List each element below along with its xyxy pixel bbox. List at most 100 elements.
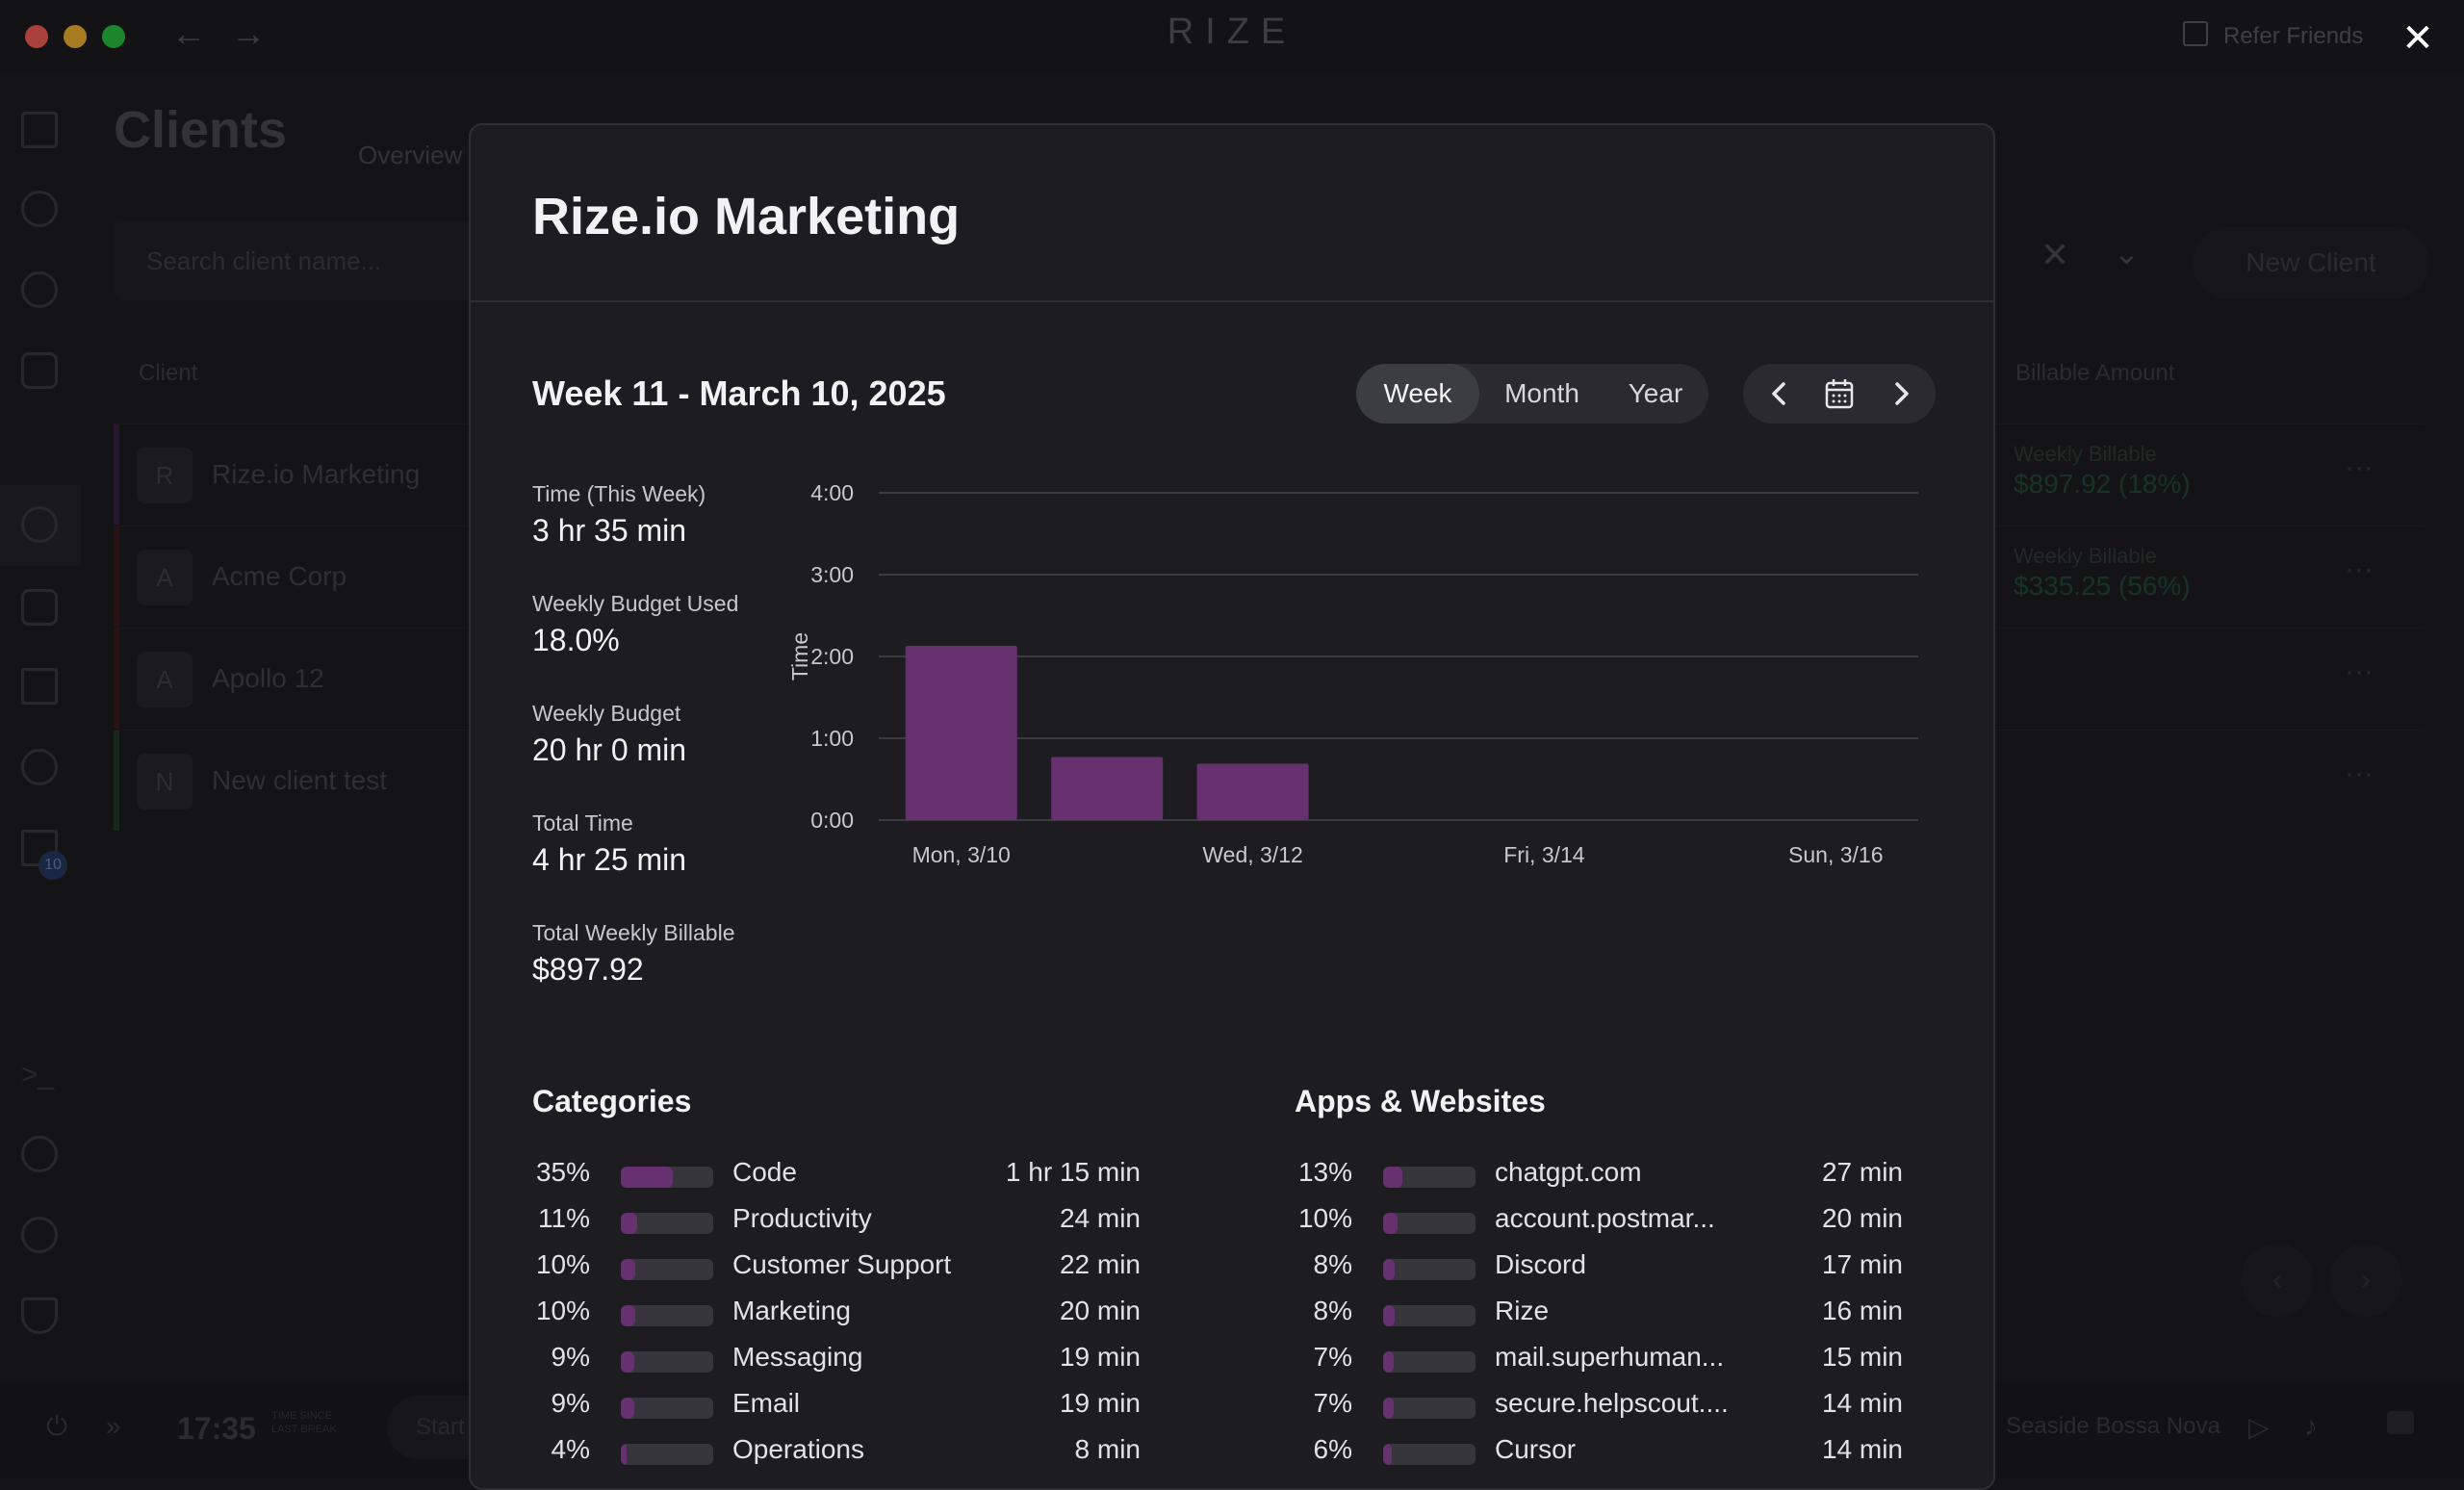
help-icon[interactable] (21, 1136, 58, 1172)
session-timer: 17:35 (177, 1411, 256, 1446)
percent-label: 10% (535, 1249, 590, 1279)
refer-friends-button[interactable]: Refer Friends (2183, 21, 2363, 50)
client-name: Acme Corp (212, 561, 347, 591)
item-duration: 16 min (1821, 1296, 1903, 1325)
clients-icon[interactable] (21, 506, 58, 543)
bar-wed-3-12[interactable] (1196, 763, 1309, 820)
stat-weekly-budget-used: Weekly Budget Used 18.0% (532, 591, 738, 658)
list-item: 10% Customer Support 22 min (532, 1244, 1141, 1290)
tab-year[interactable]: Year (1628, 378, 1683, 408)
item-name: Customer Support (732, 1249, 952, 1279)
folder-icon[interactable] (21, 352, 58, 389)
client-name: Rize.io Marketing (212, 459, 421, 489)
progress-fill (621, 1213, 637, 1234)
volume-icon[interactable]: ♪ (2304, 1411, 2318, 1441)
y-tick-label: 1:00 (810, 726, 854, 751)
item-duration: 27 min (1821, 1157, 1903, 1187)
item-name: account.postmar... (1495, 1203, 1715, 1233)
more-options-icon[interactable]: ··· (2345, 451, 2374, 483)
range-selector: Week Month Year (1356, 364, 1708, 424)
tasks-icon[interactable] (21, 589, 58, 626)
list-item: 6% Cursor 14 min (1295, 1428, 1903, 1475)
list-item: 7% mail.superhuman... 15 min (1295, 1336, 1903, 1382)
client-color-bar (114, 731, 119, 831)
tab-week[interactable]: Week (1356, 364, 1479, 424)
zoom-window-button[interactable] (102, 25, 125, 48)
tab-month[interactable]: Month (1504, 378, 1579, 408)
item-duration: 24 min (1059, 1203, 1141, 1233)
page-title: Clients (114, 101, 288, 159)
more-options-icon[interactable]: ··· (2345, 655, 2374, 687)
progress-track (1383, 1213, 1476, 1234)
item-name: Code (732, 1157, 797, 1187)
settings-gear-icon[interactable] (21, 1217, 58, 1253)
timer-icon[interactable] (21, 191, 58, 227)
progress-track (1383, 1305, 1476, 1326)
title-bar: ← → RIZE Refer Friends (0, 0, 2464, 73)
more-options-icon[interactable]: ··· (2345, 553, 2374, 585)
progress-track (621, 1351, 713, 1373)
client-detail-modal: Rize.io Marketing Week 11 - March 10, 20… (469, 123, 1995, 1490)
terminal-icon[interactable]: >_ (21, 1059, 55, 1091)
chevron-right-icon[interactable] (1884, 375, 1918, 412)
bar-mon-3-10[interactable] (905, 645, 1017, 820)
weekly-billable-value: $335.25 (56%) (2014, 571, 2191, 601)
minimize-window-button[interactable] (64, 25, 87, 48)
item-name: Productivity (732, 1203, 872, 1233)
weekly-billable-label: Weekly Billable (2014, 544, 2157, 568)
item-duration: 19 min (1059, 1342, 1141, 1372)
progress-track (621, 1259, 713, 1280)
progress-fill (621, 1444, 627, 1465)
new-client-button[interactable]: New Client (2193, 227, 2429, 298)
chat-icon[interactable] (2387, 1411, 2414, 1434)
column-header-client: Client (139, 360, 198, 386)
list-item: 7% secure.helpscout.... 14 min (1295, 1382, 1903, 1428)
progress-track (621, 1444, 713, 1465)
close-modal-button[interactable]: ✕ (2401, 17, 2434, 60)
stat-value: 4 hr 25 min (532, 842, 687, 877)
page-next-button[interactable]: › (2329, 1244, 2402, 1317)
notification-badge: 10 (38, 851, 67, 880)
clear-search-icon[interactable]: ✕ (2040, 235, 2070, 274)
client-row[interactable]: A Acme Corp Weekly Billable $335.25 (56%… (114, 526, 2424, 627)
item-duration: 15 min (1821, 1342, 1903, 1372)
client-row[interactable]: N New client test ··· (114, 730, 2424, 831)
bar-tue-3-11[interactable] (1051, 757, 1164, 820)
page-prev-button[interactable]: ‹ (2241, 1244, 2314, 1317)
weekly-billable-label: Weekly Billable (2014, 442, 2157, 466)
stat-value: $897.92 (532, 952, 644, 987)
sidebar: 10 >_ (0, 73, 81, 1382)
client-avatar: R (137, 448, 192, 503)
progress-fill (621, 1398, 634, 1419)
back-arrow-icon[interactable]: ← (171, 13, 206, 53)
calendar-icon[interactable] (1822, 375, 1857, 412)
item-duration: 14 min (1821, 1434, 1903, 1464)
date-navigation (1743, 364, 1936, 424)
power-icon[interactable]: ⏻ (46, 1411, 68, 1441)
play-icon[interactable]: ▷ (2248, 1412, 2270, 1442)
skip-icon[interactable]: » (106, 1411, 121, 1441)
x-tick-label: Mon, 3/10 (912, 842, 1011, 867)
trend-chart-icon[interactable] (21, 668, 58, 705)
list-item: 10% account.postmar... 20 min (1295, 1197, 1903, 1244)
shield-icon[interactable] (21, 1297, 58, 1334)
close-window-button[interactable] (25, 25, 48, 48)
item-name: mail.superhuman... (1495, 1342, 1725, 1372)
list-item: 9% Email 19 min (532, 1382, 1141, 1428)
more-options-icon[interactable]: ··· (2345, 758, 2374, 789)
chevron-left-icon[interactable] (1762, 375, 1797, 412)
item-name: Marketing (732, 1296, 851, 1325)
focus-icon[interactable] (21, 749, 58, 785)
music-track-label: Seaside Bossa Nova (2006, 1413, 2220, 1439)
stat-value: 20 hr 0 min (532, 732, 687, 767)
progress-fill (1383, 1444, 1392, 1465)
chevron-down-icon[interactable]: ⌄ (2114, 236, 2140, 270)
forward-arrow-icon[interactable]: → (231, 13, 266, 53)
client-row[interactable]: R Rize.io Marketing Weekly Billable $897… (114, 424, 2424, 525)
percent-label: 35% (535, 1157, 590, 1187)
percent-label: 8% (1313, 1249, 1352, 1279)
pie-chart-icon[interactable] (21, 271, 58, 308)
home-icon[interactable] (21, 112, 58, 148)
tab-overview[interactable]: Overview (358, 141, 463, 169)
list-item: 8% Rize 16 min (1295, 1290, 1903, 1336)
